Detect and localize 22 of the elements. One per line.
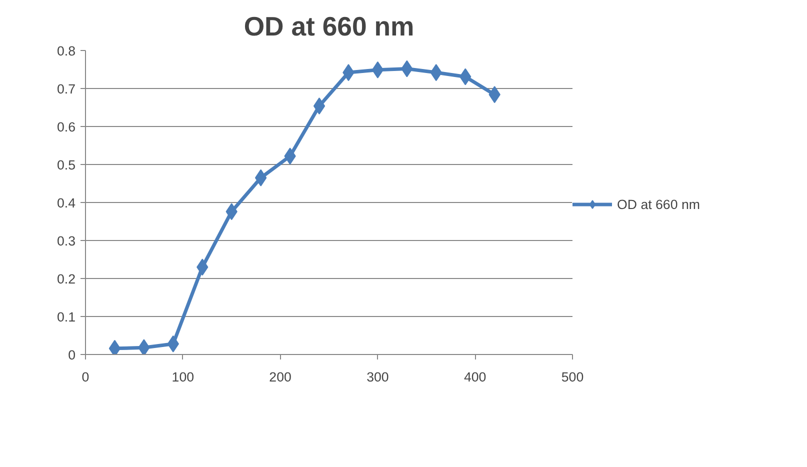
y-tick-label: 0.4 bbox=[56, 196, 76, 210]
point bbox=[108, 340, 121, 354]
y-tick-label: 0.2 bbox=[56, 272, 76, 286]
y-tick-label: 0.7 bbox=[56, 82, 76, 96]
y-tick-label: 0.6 bbox=[56, 120, 76, 134]
x-tick-label: 0 bbox=[82, 370, 90, 384]
x-tick-label: 500 bbox=[561, 370, 584, 384]
x-tick-label: 100 bbox=[172, 370, 194, 384]
point bbox=[254, 169, 267, 186]
y-tick-label: 0 bbox=[68, 348, 76, 362]
point bbox=[313, 97, 326, 114]
y-tick-label: 0.5 bbox=[56, 158, 76, 172]
y-tick-label: 0.1 bbox=[56, 310, 76, 324]
x-tick-label: 400 bbox=[464, 370, 486, 384]
y-tick-label: 0.8 bbox=[56, 44, 76, 58]
x-tick-label: 300 bbox=[366, 370, 389, 384]
y-tick-label: 0.3 bbox=[56, 234, 76, 248]
point bbox=[372, 61, 384, 78]
chart-title: OD at 660 nm bbox=[244, 12, 414, 42]
point bbox=[138, 339, 150, 354]
legend-label: OD at 660 nm bbox=[617, 196, 700, 212]
x-tick-label: 200 bbox=[269, 370, 292, 384]
